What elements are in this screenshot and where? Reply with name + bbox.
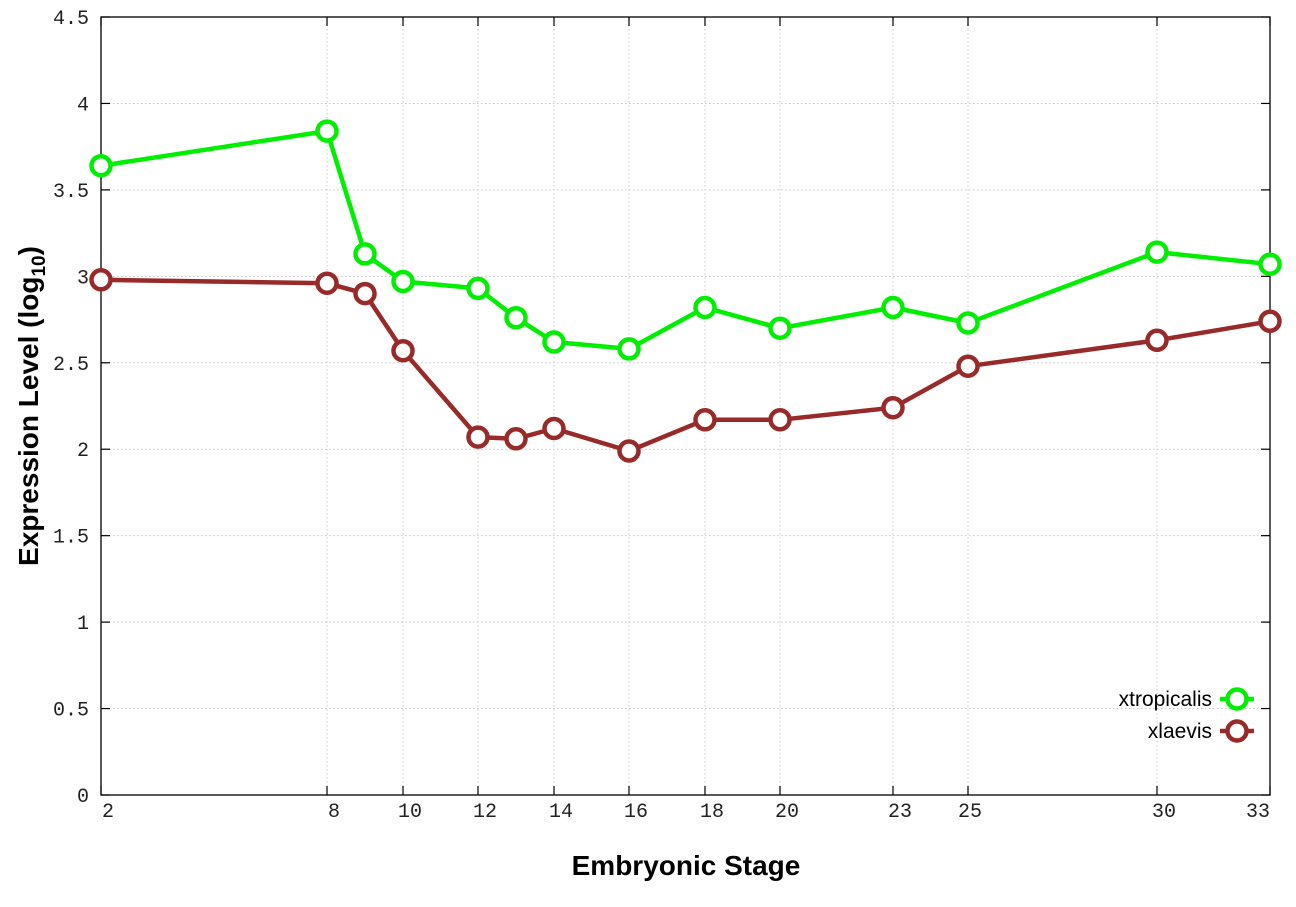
legend-label: xtropicalis [1119,688,1212,711]
y-tick-label: 4 [77,94,89,117]
data-point-xlaevis [89,268,113,292]
data-point-xlaevis [693,408,717,432]
x-tick-label: 33 [1246,801,1270,824]
x-tick-label: 30 [1152,801,1176,824]
legend-item-xtropicalis: xtropicalis [1119,687,1254,711]
y-axis-title-main: Expression Level (log [13,277,44,566]
y-axis-title-subscript: 10 [29,255,50,276]
data-point-xtropicalis [956,311,980,335]
legend-item-xlaevis: xlaevis [1148,719,1254,743]
y-tick-label: 3 [77,267,89,290]
data-point-xtropicalis [504,306,528,330]
data-point-xtropicalis [768,316,792,340]
axis-ticks: 0 0.5 1 1.5 2 2.5 3 3.5 4 4.5 2 8 10 12 14 16 18 20 23 25 30… [53,8,1271,824]
series-xlaevis [89,268,1282,463]
legend-swatch-marker [1225,687,1249,711]
y-axis-title-close: ) [13,246,44,255]
x-tick-label: 14 [549,801,573,824]
plot-frame [100,16,1271,796]
data-point-xtropicalis [466,276,490,301]
y-tick-label: 3.5 [53,181,89,204]
y-tick-label: 0.5 [53,700,89,723]
y-tick-label: 1.5 [53,527,89,550]
legend: xtropicalis xlaevis [1119,687,1254,743]
legend-swatch-marker [1225,719,1249,743]
series [89,119,1282,463]
y-tick-label: 2.5 [53,354,89,377]
data-point-xlaevis [391,338,415,363]
x-tick-label: 12 [473,801,497,824]
x-tick-label: 23 [888,801,912,824]
x-axis-title: Embryonic Stage [572,850,801,881]
data-point-xtropicalis [353,242,377,266]
x-tick-label: 25 [958,801,982,824]
x-tick-label: 20 [775,801,799,824]
data-point-xlaevis [1258,309,1282,334]
data-point-xtropicalis [542,330,566,354]
data-point-xlaevis [1145,328,1169,353]
data-point-xtropicalis [693,295,717,320]
data-point-xlaevis [315,271,339,295]
data-point-xlaevis [956,354,980,378]
y-tick-label: 4.5 [53,8,89,31]
data-point-xtropicalis [1145,240,1169,264]
data-point-xlaevis [881,395,905,420]
data-point-xtropicalis [1258,252,1282,276]
y-axis-title: Expression Level (log10) [13,246,50,566]
x-tick-label: 8 [328,801,340,824]
data-point-xtropicalis [315,119,339,143]
data-point-xlaevis [542,416,566,441]
x-tick-label: 10 [398,801,422,824]
x-tick-label: 2 [102,801,114,824]
y-tick-label: 2 [77,440,89,463]
data-point-xlaevis [353,281,377,306]
series-xtropicalis [89,119,1282,361]
data-point-xlaevis [504,427,528,451]
data-point-xlaevis [768,408,792,432]
x-tick-label: 18 [700,801,724,824]
series-line-xlaevis [98,277,1273,454]
y-tick-label: 0 [77,786,89,809]
x-tick-label: 16 [624,801,648,824]
data-point-xtropicalis [881,295,905,320]
data-point-xlaevis [466,425,490,449]
data-point-xtropicalis [89,153,113,178]
data-point-xlaevis [617,439,641,463]
series-line-xtropicalis [98,128,1273,352]
y-tick-label: 1 [77,613,89,636]
grid [101,17,1270,795]
data-point-xtropicalis [617,337,641,361]
data-point-xtropicalis [391,269,415,294]
legend-label: xlaevis [1148,720,1212,743]
